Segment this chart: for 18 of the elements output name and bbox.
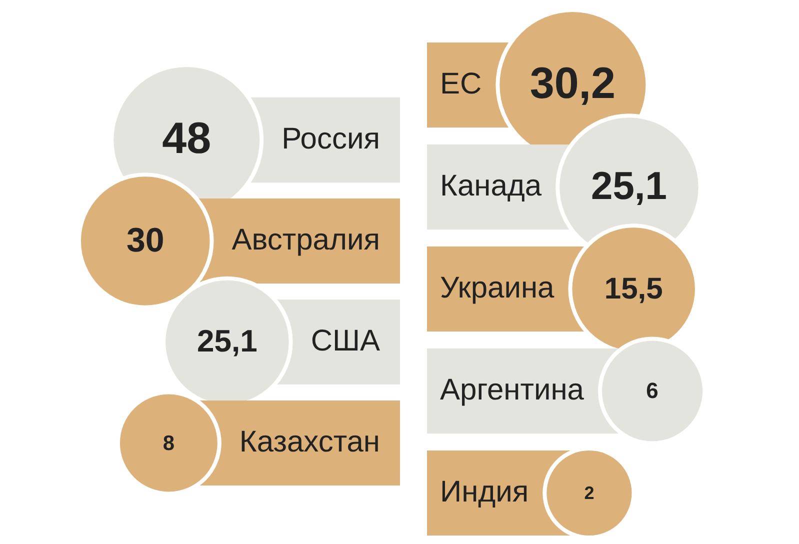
- data-label: 2: [584, 482, 594, 503]
- category-label: Казахстан: [239, 425, 380, 458]
- category-label: США: [310, 324, 380, 358]
- category-label: Канада: [440, 169, 542, 202]
- data-label: 15,5: [604, 272, 663, 306]
- category-label: ЕС: [440, 67, 482, 100]
- category-label: Украина: [440, 271, 555, 304]
- category-label: Австралия: [232, 223, 380, 256]
- category-label: Россия: [282, 122, 380, 156]
- data-label: 25,1: [197, 324, 258, 359]
- data-label: 6: [646, 378, 658, 404]
- category-label: Аргентина: [440, 373, 584, 406]
- category-label: Индия: [440, 475, 529, 508]
- data-label: 30: [126, 221, 164, 260]
- data-label: 25,1: [591, 164, 667, 208]
- data-label: 30,2: [530, 59, 616, 108]
- data-label: 48: [162, 114, 212, 164]
- data-label: 8: [162, 432, 175, 455]
